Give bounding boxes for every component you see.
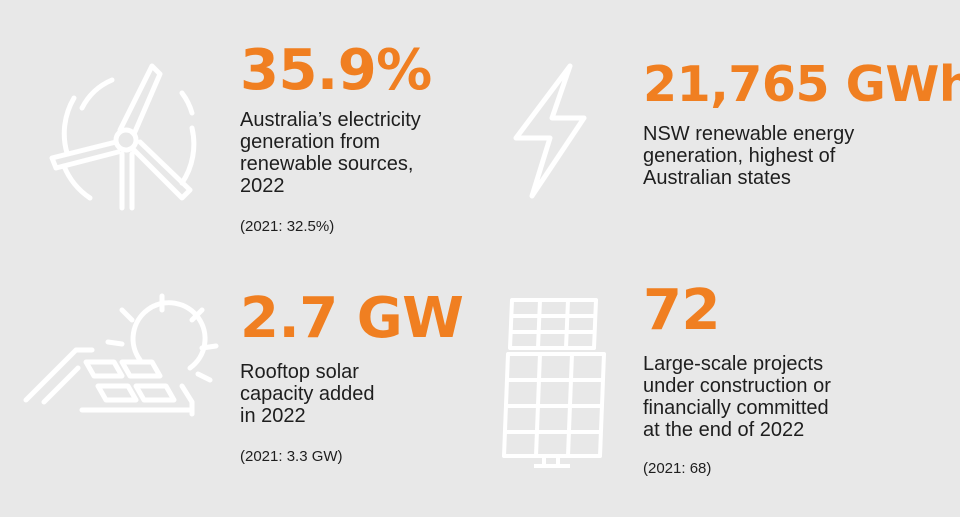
stat-value: 2.7 GW <box>240 286 464 351</box>
stat-large-scale-projects: 72 Large-scale projects under constructi… <box>643 283 831 478</box>
stat-description: Australia’s electricity generation from … <box>240 109 421 197</box>
rooftop-solar-icon <box>22 290 222 440</box>
stat-nsw-generation: 21,765 GWh NSW renewable energy generati… <box>643 60 960 189</box>
solar-panel-icon <box>500 294 620 474</box>
stat-rooftop-solar: 2.7 GW Rooftop solar capacity added in 2… <box>240 286 464 466</box>
lightning-bolt-icon <box>510 62 590 202</box>
stat-comparison: (2021: 3.3 GW) <box>240 448 343 465</box>
stat-comparison: (2021: 32.5%) <box>240 218 335 235</box>
stat-description: Rooftop solar capacity added in 2022 <box>240 361 375 427</box>
stat-value: 35.9% <box>240 38 432 103</box>
stat-description: NSW renewable energy generation, highest… <box>643 123 855 189</box>
stat-description: Large-scale projects under construction … <box>643 353 831 441</box>
stat-value: 72 <box>643 278 720 343</box>
wind-turbine-icon <box>42 58 212 218</box>
stat-comparison: (2021: 68) <box>643 460 712 477</box>
stat-value: 21,765 GWh <box>643 56 960 113</box>
stat-renewable-share: 35.9% Australia’s electricity generation… <box>240 43 432 236</box>
